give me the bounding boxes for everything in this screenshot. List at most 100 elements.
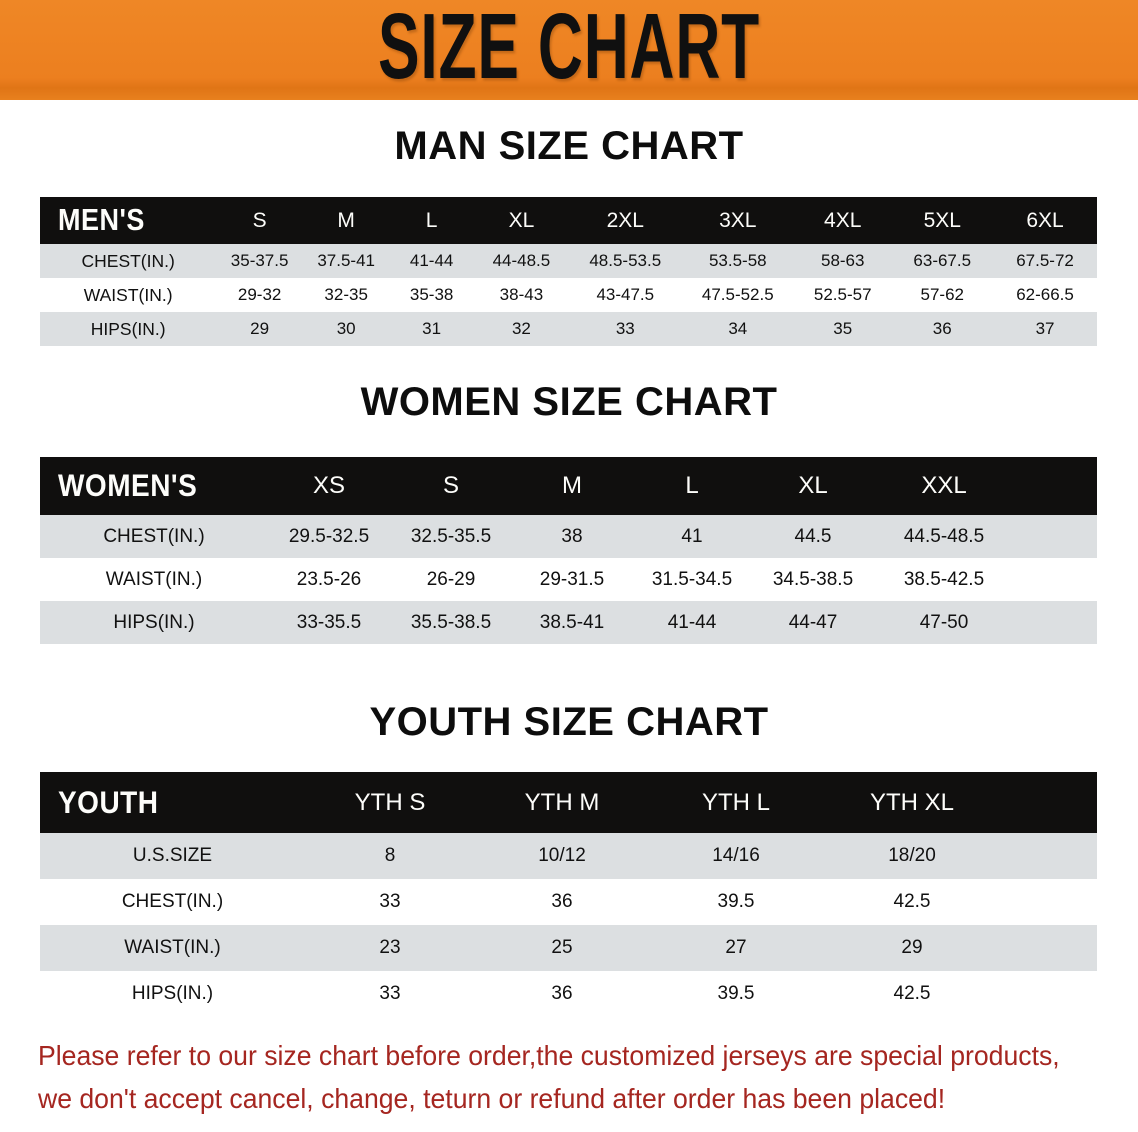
table-row: CHEST(IN.) 33 36 39.5 42.5 <box>40 879 1097 925</box>
men-col-header: XL <box>508 208 535 232</box>
women-cell: 38.5-42.5 <box>903 568 985 590</box>
men-cell: 48.5-53.5 <box>589 251 662 270</box>
men-header-row: MEN'S S M L XL 2XL 3XL 4XL 5XL 6XL <box>40 197 1097 244</box>
men-cell: 35-38 <box>409 285 454 304</box>
men-cell: 35-37.5 <box>230 251 289 270</box>
men-cell: 35 <box>833 319 853 338</box>
table-row: HIPS(IN.) 29 30 31 32 33 34 35 36 37 <box>40 312 1097 346</box>
youth-col-header: YTH M <box>524 788 600 816</box>
youth-cell: 33 <box>379 891 401 912</box>
women-cell: 38.5-41 <box>539 611 605 633</box>
table-row: U.S.SIZE 8 10/12 14/16 18/20 <box>40 833 1097 879</box>
youth-section-title: YOUTH SIZE CHART <box>369 700 769 744</box>
men-cell: 32 <box>511 319 531 338</box>
youth-cell: 36 <box>551 983 573 1004</box>
men-cell: 37 <box>1035 319 1055 338</box>
men-col-header: 3XL <box>719 208 757 232</box>
youth-size-table: YOUTH YTH S YTH M YTH L YTH XL U.S.SIZE … <box>40 772 1097 1017</box>
youth-cell: 42.5 <box>893 983 931 1004</box>
footer-disclaimer: Please refer to our size chart before or… <box>0 1034 1138 1120</box>
women-col-header: L <box>685 472 699 499</box>
women-cell: 41 <box>681 525 703 547</box>
table-row: WAIST(IN.) 23 25 27 29 <box>40 925 1097 971</box>
youth-col-header: YTH XL <box>869 788 955 816</box>
women-cell-spacer <box>1014 601 1097 644</box>
men-cell: 37.5-41 <box>317 251 375 270</box>
women-col-header: XL <box>798 472 828 499</box>
table-row: HIPS(IN.) 33 36 39.5 42.5 <box>40 971 1097 1017</box>
youth-cell-spacer <box>1001 925 1097 971</box>
men-cell: 47.5-52.5 <box>701 285 774 304</box>
men-cell: 38-43 <box>499 285 544 304</box>
men-cell: 31 <box>422 319 442 338</box>
youth-row-label: WAIST(IN.) <box>124 937 221 958</box>
men-cell: 30 <box>336 319 356 338</box>
men-cell: 57-62 <box>920 285 964 304</box>
women-cell: 23.5-26 <box>296 568 362 590</box>
banner-title: SIZE CHART <box>377 0 761 99</box>
women-cell: 33-35.5 <box>296 611 362 633</box>
youth-cell: 10/12 <box>538 845 586 866</box>
men-col-header: 4XL <box>824 208 862 232</box>
table-row: CHEST(IN.) 29.5-32.5 32.5-35.5 38 41 44.… <box>40 515 1097 558</box>
women-col-header: XS <box>312 472 345 499</box>
footer-line-2: we don't accept cancel, change, teturn o… <box>38 1083 946 1114</box>
women-cell: 44-47 <box>788 611 838 633</box>
women-section-title: WOMEN SIZE CHART <box>360 380 778 424</box>
men-cell: 52.5-57 <box>813 285 872 304</box>
women-cell: 44.5-48.5 <box>903 525 985 547</box>
men-row-label: CHEST(IN.) <box>81 250 175 271</box>
table-row: HIPS(IN.) 33-35.5 35.5-38.5 38.5-41 41-4… <box>40 601 1097 644</box>
youth-col-header: YTH L <box>701 788 770 816</box>
youth-row-label: HIPS(IN.) <box>131 983 214 1004</box>
youth-row-label: U.S.SIZE <box>132 845 213 866</box>
men-cell: 58-63 <box>820 251 865 270</box>
table-row: WAIST(IN.) 23.5-26 26-29 29-31.5 31.5-34… <box>40 558 1097 601</box>
women-size-table: WOMEN'S XS S M L XL XXL CHEST(IN.) 29.5-… <box>40 457 1097 644</box>
men-col-header: 5XL <box>923 208 961 232</box>
women-cell: 29.5-32.5 <box>288 525 370 547</box>
youth-header-spacer <box>1001 772 1097 833</box>
women-cell: 32.5-35.5 <box>410 525 492 547</box>
men-cell: 41-44 <box>409 251 454 270</box>
men-cell: 62-66.5 <box>1016 285 1074 304</box>
youth-cell-spacer <box>1001 833 1097 879</box>
women-cell: 26-29 <box>426 568 476 590</box>
women-cell: 35.5-38.5 <box>410 611 492 633</box>
women-cell: 29-31.5 <box>539 568 605 590</box>
youth-cell: 8 <box>384 845 396 866</box>
table-row: CHEST(IN.) 35-37.5 37.5-41 41-44 44-48.5… <box>40 244 1097 278</box>
youth-header-row: YOUTH YTH S YTH M YTH L YTH XL <box>40 772 1097 833</box>
youth-cell: 18/20 <box>888 845 936 866</box>
men-col-header: L <box>425 208 438 232</box>
men-cell: 32-35 <box>324 285 368 304</box>
women-cell: 41-44 <box>667 611 717 633</box>
women-row-label: HIPS(IN.) <box>113 611 195 633</box>
youth-cell: 33 <box>379 983 401 1004</box>
men-size-table: MEN'S S M L XL 2XL 3XL 4XL 5XL 6XL CHEST… <box>40 197 1097 346</box>
women-header-row: WOMEN'S XS S M L XL XXL <box>40 457 1097 515</box>
men-row-label: HIPS(IN.) <box>90 318 166 339</box>
men-cell: 29 <box>250 319 270 338</box>
youth-cell-spacer <box>1001 879 1097 925</box>
men-col-header: M <box>337 208 355 232</box>
women-cell: 38 <box>561 525 583 547</box>
women-col-header: XXL <box>921 472 967 499</box>
table-row: WAIST(IN.) 29-32 32-35 35-38 38-43 43-47… <box>40 278 1097 312</box>
youth-cell: 39.5 <box>717 983 755 1004</box>
men-cell: 44-48.5 <box>492 251 551 270</box>
youth-row-label: CHEST(IN.) <box>121 891 224 912</box>
women-cell-spacer <box>1014 515 1097 558</box>
youth-cell: 27 <box>725 937 747 958</box>
women-corner-label: WOMEN'S <box>58 468 198 503</box>
men-col-header: S <box>252 208 267 232</box>
women-col-header: M <box>562 472 582 499</box>
youth-cell: 42.5 <box>893 891 931 912</box>
men-corner-label: MEN'S <box>58 203 145 237</box>
youth-cell: 29 <box>901 937 923 958</box>
women-cell: 47-50 <box>919 611 969 633</box>
youth-cell: 36 <box>551 891 573 912</box>
women-cell: 31.5-34.5 <box>651 568 733 590</box>
men-cell: 53.5-58 <box>708 251 767 270</box>
